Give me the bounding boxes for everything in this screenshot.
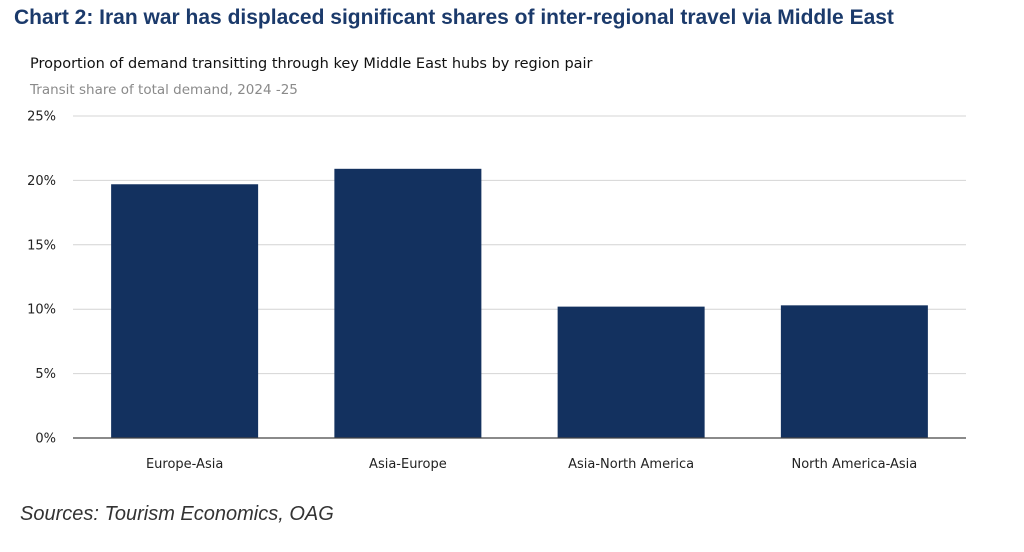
bar-asia-north-america bbox=[557, 306, 705, 438]
y-tick-label: 10% bbox=[27, 303, 56, 318]
y-tick-label: 25% bbox=[27, 110, 56, 125]
y-tick-label: 0% bbox=[35, 432, 56, 447]
y-tick-label: 5% bbox=[35, 367, 56, 382]
figure-heading: Chart 2: Iran war has displaced signific… bbox=[14, 6, 894, 29]
x-tick-label: Europe-Asia bbox=[146, 457, 223, 472]
x-tick-label: Asia-North America bbox=[568, 457, 694, 472]
chart-subtitle: Transit share of total demand, 2024 -25 bbox=[30, 82, 298, 98]
y-tick-label: 15% bbox=[27, 238, 56, 253]
x-axis-ticks: Europe-Asia Asia-Europe Asia-North America… bbox=[146, 457, 917, 472]
x-tick-label: North America-Asia bbox=[791, 457, 917, 472]
y-tick-label: 20% bbox=[27, 174, 56, 189]
bar-north-america-asia bbox=[780, 305, 928, 438]
y-axis-ticks: 0% 5% 10% 15% 20% 25% bbox=[27, 110, 56, 447]
bars bbox=[111, 168, 928, 439]
bar-asia-europe bbox=[334, 168, 482, 439]
source-note: Sources: Tourism Economics, OAG bbox=[20, 503, 334, 525]
bar-europe-asia bbox=[111, 184, 259, 438]
x-tick-label: Asia-Europe bbox=[369, 457, 447, 472]
chart-title: Proportion of demand transitting through… bbox=[30, 56, 593, 72]
